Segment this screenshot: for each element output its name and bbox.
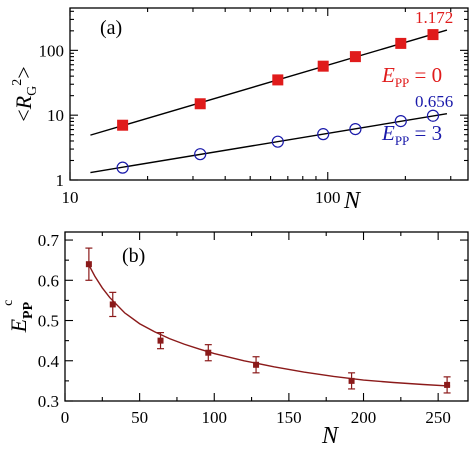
y-tick-label: 0.7 (38, 231, 60, 250)
energy-label-red: EPP = 0 (381, 63, 442, 90)
data-point-square (205, 349, 212, 356)
panel-a-frame (69, 7, 469, 181)
panel-a-x-axis-label: N (343, 188, 362, 214)
data-point-square (109, 301, 116, 308)
data-point-square (157, 337, 164, 344)
panel-b-y-axis-label: EPPc (1, 300, 36, 334)
data-point-red-square (349, 51, 361, 63)
slope-label-red: 1.172 EPP = 0 (381, 8, 453, 90)
slope-value-blue: 0.656 (415, 92, 453, 111)
data-point-blue-circle (116, 161, 129, 174)
fit-line-blue (90, 113, 448, 174)
data-point-blue-circle (349, 122, 362, 136)
x-tick-label: 0 (61, 408, 70, 427)
energy-value: = 0 (409, 63, 442, 87)
y-tick-label: 0.4 (38, 352, 60, 371)
x-tick-label: 150 (276, 408, 302, 427)
data-point-square (253, 361, 260, 368)
fit-line-red (90, 29, 448, 136)
panel-a-data-points (116, 29, 440, 174)
y-tick-label: 0.3 (38, 392, 59, 411)
x-tick-label: 10 (62, 188, 79, 207)
x-tick-label: 250 (425, 408, 451, 427)
x-tick-label: 100 (202, 408, 228, 427)
data-point-blue-circle (426, 109, 440, 122)
panel-a-y-axis-label: <RG2> (10, 66, 40, 121)
y-tick-label: 10 (47, 106, 64, 125)
energy-value: = 3 (409, 121, 442, 145)
data-point-blue-circle (271, 135, 284, 148)
data-point-red-square (194, 98, 206, 110)
slope-label-blue: 0.656 EPP = 3 (381, 92, 453, 148)
panel-b-frame (64, 231, 469, 402)
data-point-red-square (317, 60, 329, 72)
x-tick-label: 100 (315, 188, 341, 207)
y-tick-label: 100 (39, 41, 65, 60)
data-point-blue-circle (394, 115, 407, 128)
panel-b-plot: 0 50 100 150 200 250 0.3 0.4 0.5 0.6 0.7 (b) N EPP… (1, 231, 469, 449)
data-point-red-square (117, 119, 129, 131)
data-point-square (444, 381, 451, 388)
energy-subscript: PP (395, 133, 409, 148)
data-point-square (85, 261, 92, 268)
energy-label-blue: EPP = 3 (381, 121, 442, 148)
y-tick-label: 0.6 (38, 271, 59, 290)
data-point-red-square (427, 29, 439, 41)
panel-a-ticks (69, 8, 468, 181)
x-tick-label: 200 (351, 408, 377, 427)
panel-a-fit-lines (90, 29, 448, 174)
panel-b-label: (b) (122, 245, 145, 267)
panel-b-data-points (85, 247, 451, 394)
panel-a-label: (a) (100, 17, 122, 39)
fit-curve (86, 261, 451, 387)
x-tick-label: 50 (131, 408, 148, 427)
panel-b-tick-labels: 0 50 100 150 200 250 0.3 0.4 0.5 0.6 0.7 (38, 231, 451, 427)
data-point-red-square (272, 74, 284, 86)
energy-symbol: E (381, 121, 395, 145)
data-point-blue-circle (317, 128, 330, 141)
energy-subscript: PP (395, 75, 409, 90)
data-point-red-square (395, 37, 407, 49)
energy-symbol: E (381, 63, 395, 87)
data-point-square (348, 377, 355, 384)
panel-b-ticks (64, 232, 468, 402)
y-tick-label: 1 (56, 171, 65, 190)
data-point-blue-circle (194, 148, 207, 161)
panel-b-fit-curve (86, 261, 451, 387)
panel-b-x-axis-label: N (321, 423, 340, 449)
slope-value-red: 1.172 (415, 8, 453, 27)
y-tick-label: 0.5 (38, 312, 59, 331)
